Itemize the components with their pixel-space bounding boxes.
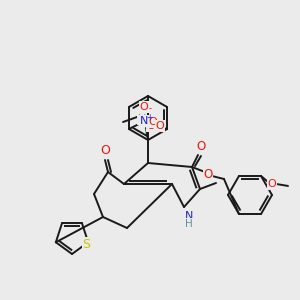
Text: O: O [268,179,276,189]
Text: -: - [148,104,152,113]
Text: O: O [196,140,206,152]
Text: S: S [82,238,90,251]
Text: H: H [138,114,146,124]
Text: O: O [156,121,164,131]
Text: O: O [203,169,213,182]
Text: O: O [100,145,110,158]
Text: O: O [140,102,148,112]
Text: O: O [147,121,155,131]
Text: H: H [185,219,193,229]
Text: N: N [140,116,148,126]
Text: +: + [146,112,152,122]
Text: O: O [148,117,158,127]
Text: N: N [185,211,193,221]
